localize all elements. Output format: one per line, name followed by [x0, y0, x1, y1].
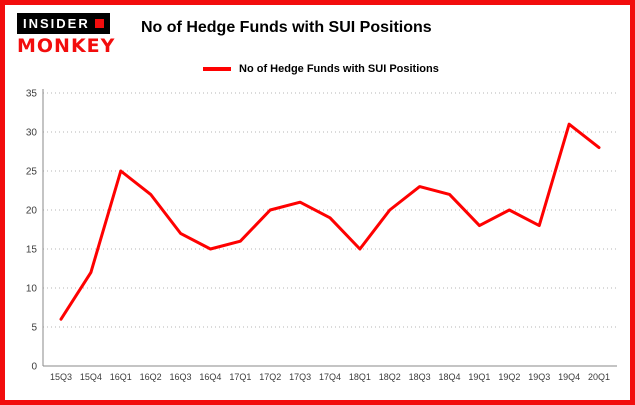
insider-monkey-logo: INSIDER MONKEY — [17, 13, 135, 57]
svg-text:19Q1: 19Q1 — [468, 372, 490, 382]
svg-text:18Q1: 18Q1 — [349, 372, 371, 382]
svg-text:18Q2: 18Q2 — [379, 372, 401, 382]
svg-text:15: 15 — [26, 245, 38, 256]
logo-insider-bar: INSIDER — [17, 13, 110, 34]
svg-text:18Q4: 18Q4 — [439, 372, 461, 382]
logo-monkey-text: MONKEY — [17, 35, 116, 57]
svg-text:17Q2: 17Q2 — [259, 372, 281, 382]
legend-label: No of Hedge Funds with SUI Positions — [239, 63, 439, 75]
svg-text:15Q4: 15Q4 — [80, 372, 102, 382]
svg-text:16Q2: 16Q2 — [140, 372, 162, 382]
svg-text:16Q4: 16Q4 — [199, 372, 221, 382]
svg-text:17Q3: 17Q3 — [289, 372, 311, 382]
logo-red-square-icon — [94, 19, 104, 28]
svg-text:10: 10 — [26, 284, 38, 295]
svg-text:35: 35 — [26, 89, 38, 100]
svg-text:19Q3: 19Q3 — [528, 372, 550, 382]
svg-text:19Q2: 19Q2 — [498, 372, 520, 382]
chart-title: No of Hedge Funds with SUI Positions — [141, 19, 432, 36]
line-chart: 0 5 10 15 20 25 30 35 15Q3 15Q4 16Q1 16Q2 16Q3 16Q4 17… — [26, 89, 617, 382]
svg-text:20Q1: 20Q1 — [588, 372, 610, 382]
svg-text:0: 0 — [31, 362, 37, 373]
svg-text:19Q4: 19Q4 — [558, 372, 580, 382]
svg-text:5: 5 — [31, 323, 37, 334]
svg-text:30: 30 — [26, 128, 38, 139]
chart-legend: No of Hedge Funds with SUI Positions — [203, 63, 439, 75]
svg-text:20: 20 — [26, 206, 38, 217]
svg-text:15Q3: 15Q3 — [50, 372, 72, 382]
svg-text:16Q1: 16Q1 — [110, 372, 132, 382]
logo-insider-text: INSIDER — [23, 16, 90, 31]
svg-text:17Q1: 17Q1 — [229, 372, 251, 382]
svg-text:16Q3: 16Q3 — [170, 372, 192, 382]
svg-text:18Q3: 18Q3 — [409, 372, 431, 382]
legend-line-swatch — [203, 67, 231, 71]
svg-text:17Q4: 17Q4 — [319, 372, 341, 382]
svg-text:25: 25 — [26, 167, 38, 178]
